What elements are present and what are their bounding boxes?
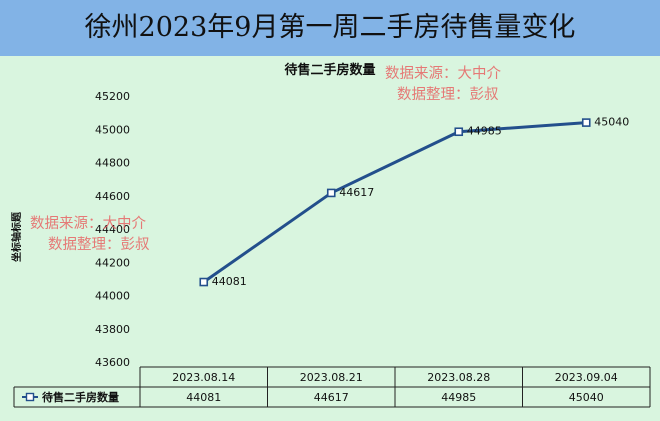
y-tick-label: 43600 (95, 356, 130, 369)
series-line (202, 121, 587, 284)
watermark-left: 数据来源：大中介 数据整理：彭叔 (30, 214, 150, 256)
x-category-label: 2023.08.28 (427, 371, 490, 384)
chart-title: 待售二手房数量 (283, 62, 375, 78)
x-category-label: 2023.09.04 (555, 371, 618, 384)
page-title: 徐州2023年9月第一周二手房待售量变化 (84, 12, 576, 43)
y-tick-label: 45000 (95, 123, 130, 136)
table-value: 44617 (314, 391, 349, 404)
data-label: 44985 (467, 125, 502, 138)
table-value: 44985 (441, 391, 476, 404)
y-tick-label: 45200 (95, 90, 130, 103)
table-value: 45040 (569, 391, 604, 404)
y-axis-title: 坐标轴标题 (10, 211, 23, 262)
y-tick-label: 43800 (95, 323, 130, 336)
data-label: 44081 (212, 275, 247, 288)
x-category-label: 2023.08.14 (172, 371, 235, 384)
data-point-marker (199, 277, 209, 287)
y-tick-label: 44000 (95, 290, 130, 303)
title-banner: 徐州2023年9月第一周二手房待售量变化 (0, 0, 660, 56)
data-point-marker (326, 188, 336, 198)
legend-label: 待售二手房数量 (41, 390, 119, 404)
watermark-source-text: 数据来源：大中介 (30, 216, 146, 232)
watermark-top: 数据来源：大中介 数据整理：彭叔 (385, 64, 501, 106)
line-chart: 待售二手房数量 43600 43800 44000 44200 44400 44600 448… (10, 62, 651, 408)
watermark-source-text: 数据来源：大中介 (385, 66, 501, 82)
data-point-marker (581, 118, 591, 127)
y-tick-label: 44200 (95, 256, 130, 269)
chart-panel: 待售二手房数量 43600 43800 44000 44200 44400 44600 448… (0, 56, 660, 421)
table-value: 44081 (186, 391, 221, 404)
watermark-author-text: 数据整理：彭叔 (397, 87, 499, 103)
y-tick-label: 44800 (95, 157, 130, 170)
data-label: 45040 (594, 116, 629, 129)
y-tick-label: 44600 (95, 190, 130, 203)
legend-marker (25, 392, 35, 402)
data-point-marker (454, 127, 464, 137)
y-tick-label: 44400 (95, 223, 130, 236)
data-label: 44617 (339, 186, 374, 199)
x-category-label: 2023.08.21 (300, 371, 363, 384)
watermark-author-text: 数据整理：彭叔 (48, 237, 150, 253)
